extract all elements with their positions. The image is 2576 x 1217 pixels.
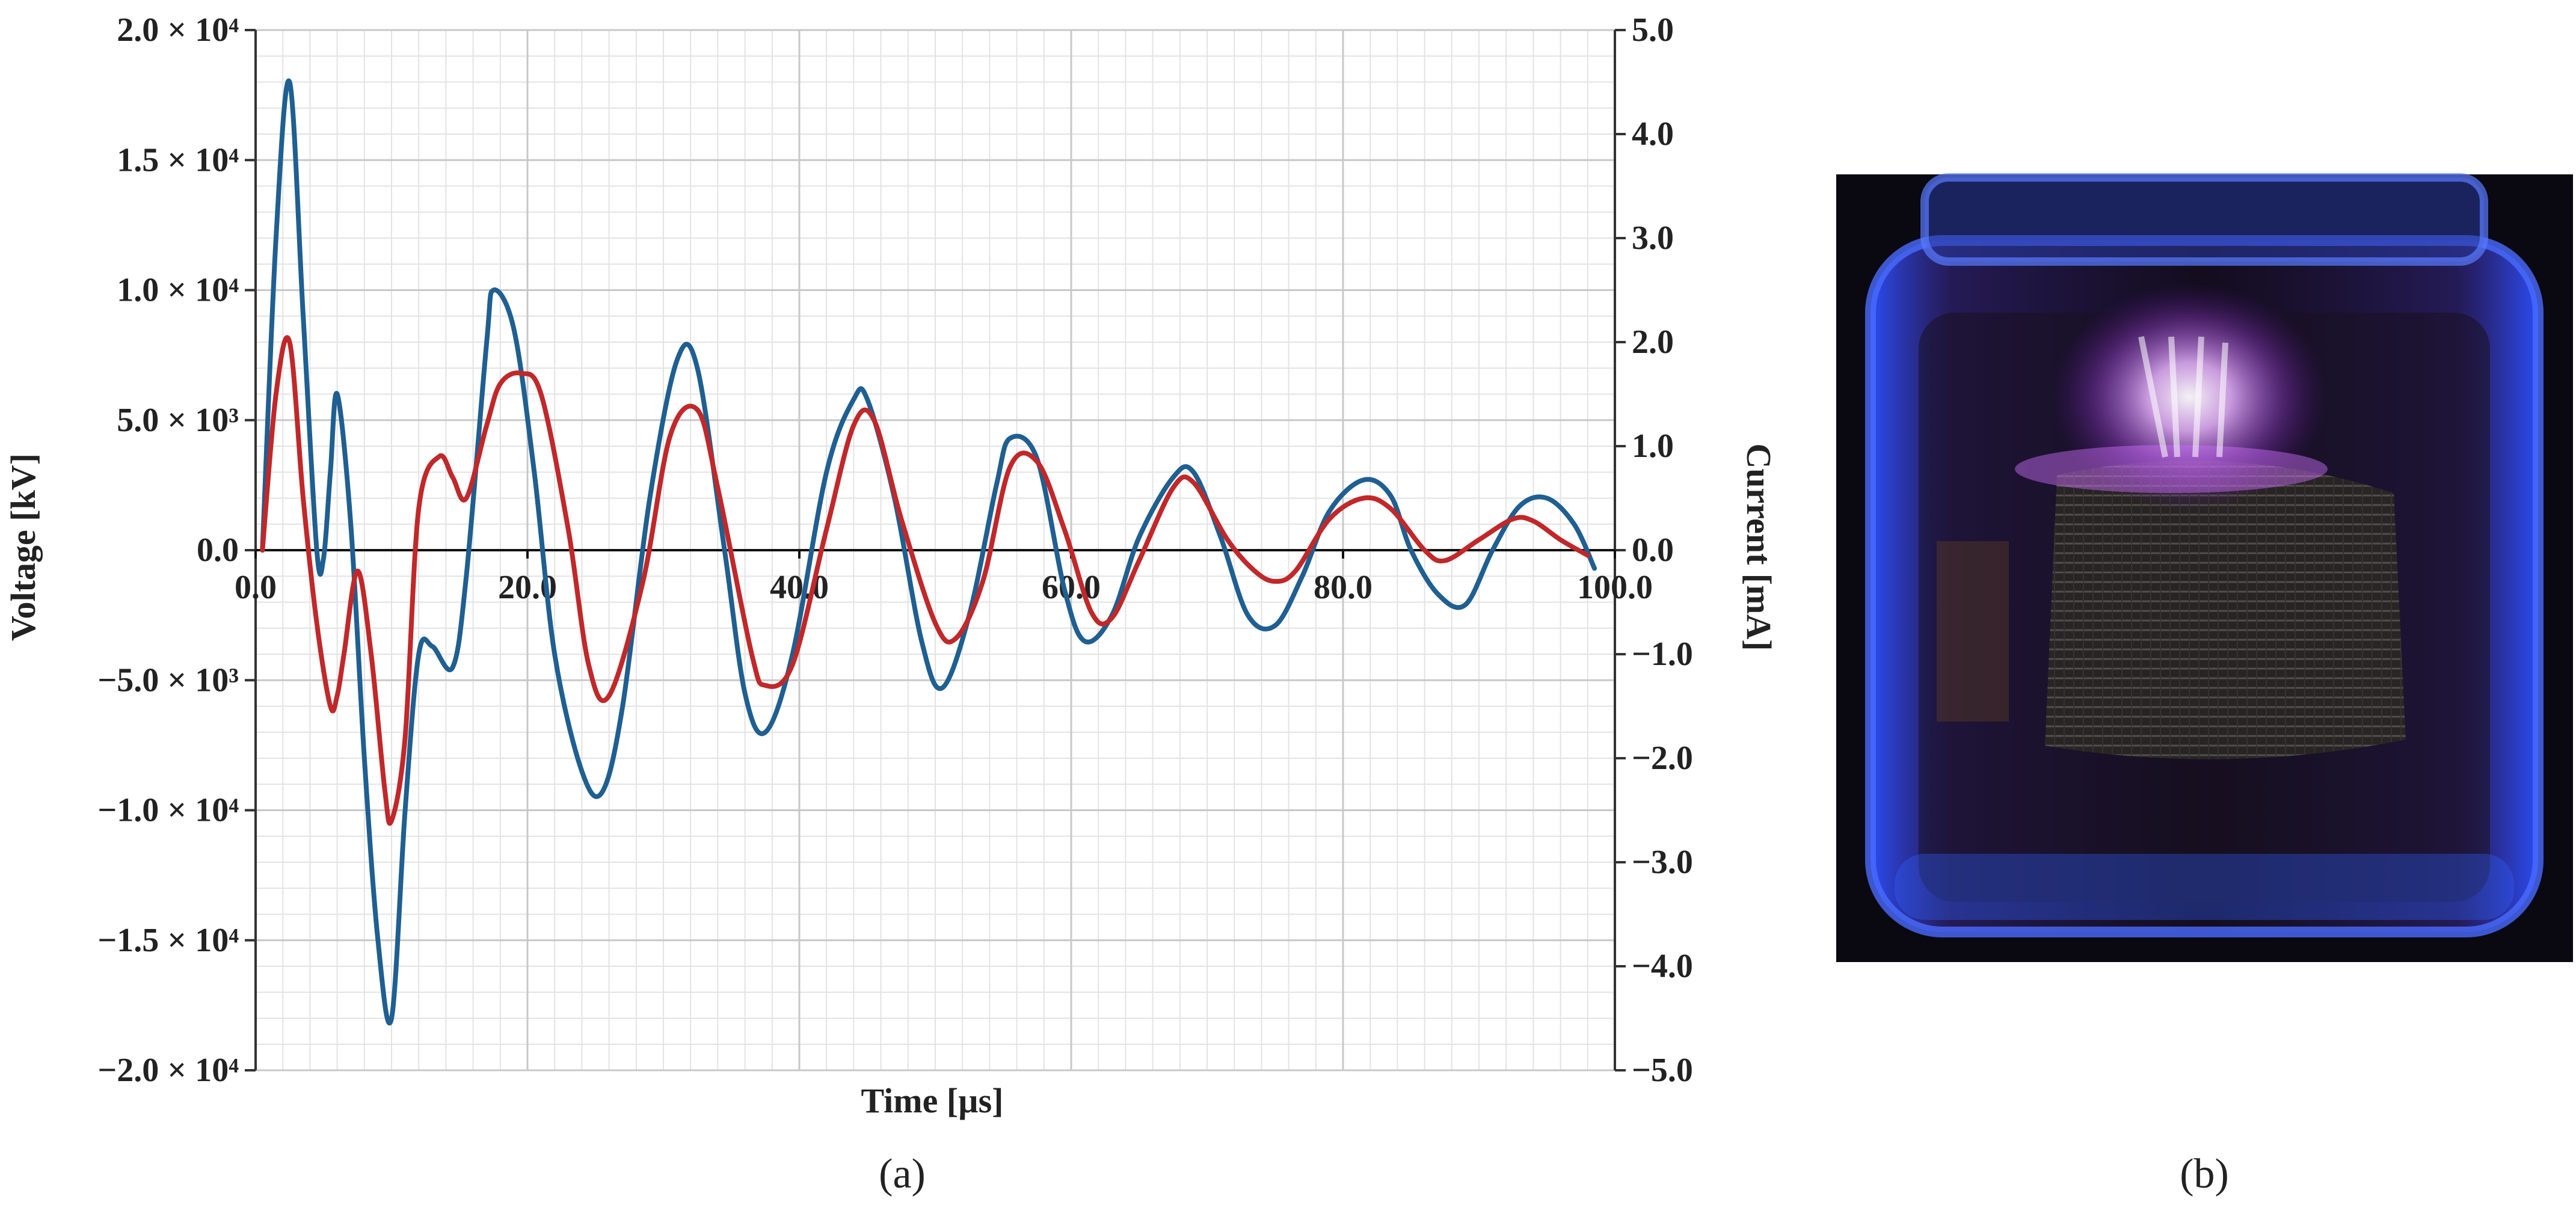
- tick-labels: 2.0 × 10⁴ 1.5 × 10⁴ 1.0 × 10⁴ 5.0 × 10³ 0.0 −…: [97, 11, 1693, 1089]
- y-axis-title-left: Voltage [kV]: [4, 453, 43, 641]
- mesh-electrode: [2045, 461, 2406, 759]
- y-tick-label-left: 0.0: [197, 532, 239, 569]
- voltage-series-line: [260, 78, 1597, 1026]
- x-tick-label: 0.0: [235, 569, 277, 606]
- plasma-base-glow: [2015, 445, 2328, 493]
- y-tick-label-left: 1.5 × 10⁴: [117, 141, 239, 179]
- axes: [245, 29, 1626, 1071]
- y-tick-label-left: −1.0 × 10⁴: [97, 792, 239, 829]
- x-tick-label: 100.0: [1577, 569, 1653, 606]
- y-tick-label-left: 1.0 × 10⁴: [117, 272, 239, 309]
- series-group: [260, 78, 1597, 1026]
- y-tick-label-right: 5.0: [1632, 11, 1674, 49]
- jar-bottom-glow: [1895, 854, 2514, 920]
- panel-label-a: (a): [879, 1151, 926, 1197]
- y-tick-label-right: 0.0: [1632, 532, 1674, 569]
- panel-label-b: (b): [2180, 1151, 2229, 1197]
- y-tick-label-right: −4.0: [1632, 948, 1693, 985]
- y-tick-label-right: 2.0: [1632, 323, 1674, 361]
- y-tick-label-right: 3.0: [1632, 219, 1674, 257]
- plasma-jar-photo: [1836, 173, 2573, 962]
- y-tick-label-right: −3.0: [1632, 844, 1693, 881]
- x-tick-label: 40.0: [770, 569, 829, 606]
- y-tick-label-left: −5.0 × 10³: [97, 661, 239, 699]
- y-axis-title-right: Current [mA]: [1739, 443, 1778, 651]
- y-tick-label-left: −1.5 × 10⁴: [97, 922, 239, 959]
- y-tick-label-right: 1.0: [1632, 428, 1674, 465]
- x-tick-label: 80.0: [1314, 569, 1373, 606]
- x-tick-label: 60.0: [1042, 569, 1101, 606]
- chart-a: 2.0 × 10⁴ 1.5 × 10⁴ 1.0 × 10⁴ 5.0 × 10³ 0.0 −…: [4, 11, 1778, 1120]
- current-series-line: [260, 335, 1590, 826]
- y-tick-label-left: 5.0 × 10³: [117, 402, 239, 439]
- x-axis-title: Time [µs]: [861, 1081, 1004, 1120]
- plasma-streamers: [2138, 336, 2228, 458]
- y-tick-label-right: −1.0: [1632, 636, 1693, 673]
- y-tick-label-left: −2.0 × 10⁴: [97, 1052, 239, 1089]
- interior-reflection: [1937, 541, 2009, 722]
- jar-neck: [1920, 173, 2488, 266]
- y-tick-label-left: 2.0 × 10⁴: [117, 11, 239, 49]
- y-tick-label-right: 4.0: [1632, 115, 1674, 153]
- y-tick-label-right: −5.0: [1632, 1052, 1693, 1089]
- plasma-glow: [2051, 283, 2328, 511]
- y-tick-label-right: −2.0: [1632, 740, 1693, 777]
